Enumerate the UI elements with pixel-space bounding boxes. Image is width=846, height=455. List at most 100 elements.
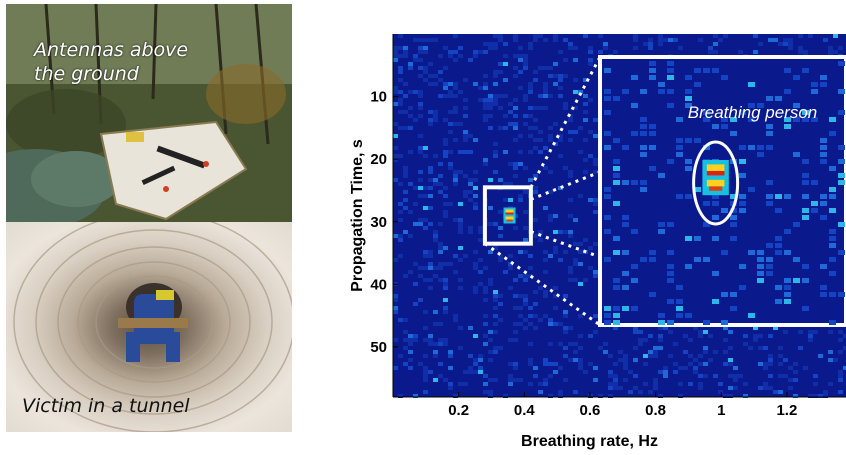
heatmap-cell	[573, 358, 578, 362]
inset-cell	[649, 61, 656, 66]
inset-cell	[613, 320, 620, 325]
heatmap-cell	[728, 362, 733, 366]
heatmap-cell	[778, 362, 783, 366]
inset-cell	[829, 236, 836, 241]
heatmap-cell	[553, 62, 558, 66]
heatmap-cell	[783, 374, 788, 378]
heatmap-cell	[488, 42, 493, 46]
heatmap-cell	[528, 266, 533, 270]
heatmap-cell	[393, 90, 398, 94]
heatmap-cell	[588, 154, 593, 158]
heatmap-cell	[758, 362, 763, 366]
heatmap-cell	[518, 314, 523, 318]
inset-cell	[784, 285, 791, 290]
inset-cell	[676, 285, 683, 290]
heatmap-cell	[608, 374, 613, 378]
heatmap-cell	[423, 374, 428, 378]
heatmap-cell	[523, 210, 528, 214]
heatmap-cell	[428, 278, 433, 282]
heatmap-cell	[693, 358, 698, 362]
heatmap-cell	[408, 350, 413, 354]
inset-cell	[775, 194, 782, 199]
heatmap-cell	[613, 382, 618, 386]
heatmap-cell	[578, 242, 583, 246]
heatmap-cell	[418, 106, 423, 110]
heatmap-cell	[433, 310, 438, 314]
heatmap-cell	[688, 362, 693, 366]
heatmap-cell	[558, 230, 563, 234]
heatmap-cell	[478, 354, 483, 358]
heatmap-cell	[473, 370, 478, 374]
heatmap-cell	[513, 162, 518, 166]
inset-cell	[721, 292, 728, 297]
heatmap-cell	[813, 330, 818, 334]
heatmap-cell	[583, 170, 588, 174]
heatmap-cell	[488, 358, 493, 362]
heatmap-cell	[398, 234, 403, 238]
heatmap-cell	[453, 218, 458, 222]
inset-cell	[613, 285, 620, 290]
inset-cell	[667, 68, 674, 73]
heatmap-cell	[588, 46, 593, 50]
heatmap-cell	[483, 390, 488, 394]
hotspot	[503, 207, 516, 224]
heatmap-cell	[538, 238, 543, 242]
heatmap-cell	[628, 390, 633, 394]
heatmap-cell	[568, 234, 573, 238]
heatmap-cell	[583, 370, 588, 374]
heatmap-cell	[458, 278, 463, 282]
heatmap-cell	[768, 362, 773, 366]
heatmap-cell	[513, 122, 518, 126]
heatmap-cell	[548, 342, 553, 346]
heatmap-cell	[428, 254, 433, 258]
heatmap-cell	[523, 318, 528, 322]
inset-cell	[838, 250, 845, 255]
inset-cell	[631, 306, 638, 311]
heatmap-cell	[713, 50, 718, 54]
heatmap-cell	[573, 258, 578, 262]
heatmap-cell	[588, 334, 593, 338]
inset-cell	[613, 166, 620, 171]
inset-cell	[820, 145, 827, 150]
x-tick-label: 0.6	[580, 402, 601, 419]
heatmap-cell	[528, 82, 533, 86]
inset-cell	[703, 201, 710, 206]
inset-cell	[685, 166, 692, 171]
inset-cell	[604, 215, 611, 220]
heatmap-cell	[838, 330, 843, 334]
heatmap-cell	[533, 70, 538, 74]
heatmap-cell	[523, 190, 528, 194]
heatmap-cell	[513, 98, 518, 102]
heatmap-cell	[578, 366, 583, 370]
heatmap-cell	[628, 370, 633, 374]
heatmap-cell	[463, 150, 468, 154]
inset-cell	[640, 257, 647, 262]
heatmap-cell	[793, 362, 798, 366]
inset-cell	[766, 194, 773, 199]
heatmap-cell	[713, 42, 718, 46]
inset-cell	[667, 75, 674, 80]
heatmap-cell	[538, 94, 543, 98]
inset-cell	[667, 159, 674, 164]
heatmap-cell	[483, 382, 488, 386]
heatmap-cell	[533, 366, 538, 370]
heatmap-cell	[478, 358, 483, 362]
heatmap-cell	[558, 138, 563, 142]
heatmap-cell	[543, 38, 548, 42]
inset-cell	[811, 208, 818, 213]
heatmap-cell	[623, 378, 628, 382]
heatmap-cell	[393, 234, 398, 238]
inset-cell	[829, 166, 836, 171]
heatmap-cell	[498, 346, 503, 350]
heatmap-cell	[613, 386, 618, 390]
heatmap-cell	[718, 382, 723, 386]
heatmap-cell	[398, 210, 403, 214]
inset-cell	[757, 278, 764, 283]
heatmap-cell	[433, 38, 438, 42]
heatmap-cell	[573, 278, 578, 282]
inset-cell	[829, 208, 836, 213]
heatmap-cell	[563, 166, 568, 170]
heatmap-cell	[833, 34, 838, 38]
heatmap-cell	[658, 338, 663, 342]
heatmap-cell	[548, 170, 553, 174]
